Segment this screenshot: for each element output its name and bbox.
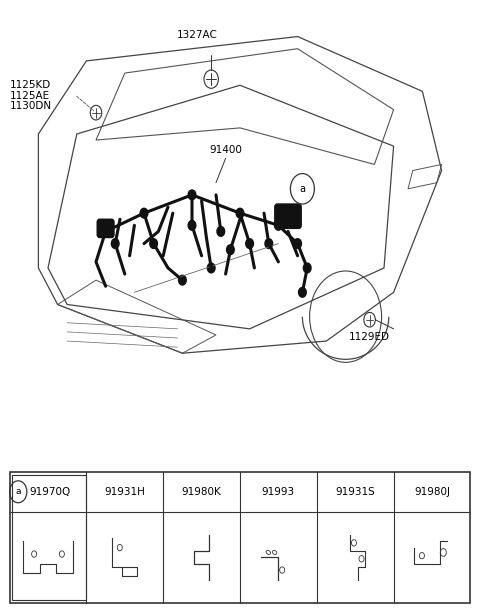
Circle shape <box>246 239 253 248</box>
Text: a: a <box>15 487 21 496</box>
Circle shape <box>227 245 234 255</box>
Circle shape <box>275 220 282 230</box>
Text: 91970Q: 91970Q <box>30 487 71 497</box>
Circle shape <box>299 287 306 297</box>
Text: a: a <box>300 184 305 194</box>
Text: 91931S: 91931S <box>336 487 375 497</box>
Circle shape <box>188 220 196 230</box>
Text: 1125AE: 1125AE <box>10 91 50 100</box>
Text: 91931H: 91931H <box>104 487 145 497</box>
FancyBboxPatch shape <box>97 219 114 238</box>
Bar <box>10 472 470 603</box>
Text: 1130DN: 1130DN <box>10 101 52 111</box>
Circle shape <box>150 239 157 248</box>
FancyBboxPatch shape <box>275 204 301 228</box>
Circle shape <box>179 275 186 285</box>
Circle shape <box>188 190 196 200</box>
Circle shape <box>294 239 301 248</box>
Text: 91993: 91993 <box>262 487 295 497</box>
Text: 1125KD: 1125KD <box>10 80 51 90</box>
Text: 1327AC: 1327AC <box>176 30 217 40</box>
Text: 91400: 91400 <box>209 146 242 155</box>
Circle shape <box>236 208 244 218</box>
Circle shape <box>217 227 225 236</box>
Text: 1129ED: 1129ED <box>349 332 390 342</box>
Text: 91980J: 91980J <box>414 487 450 497</box>
Circle shape <box>207 263 215 273</box>
Circle shape <box>102 227 109 236</box>
Bar <box>12 475 86 600</box>
Text: 91980K: 91980K <box>182 487 221 497</box>
Circle shape <box>140 208 148 218</box>
Circle shape <box>265 239 273 248</box>
Circle shape <box>111 239 119 248</box>
Circle shape <box>303 263 311 273</box>
